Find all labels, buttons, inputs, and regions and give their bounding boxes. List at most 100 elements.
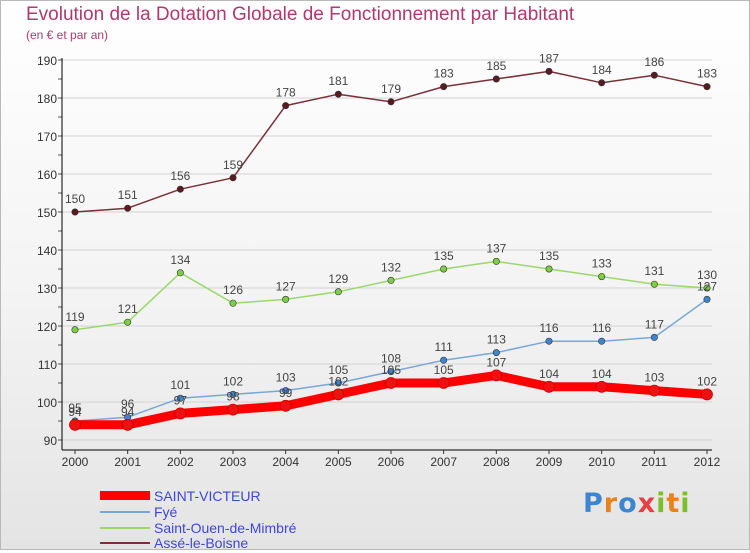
data-label-saint-ouen-de-mimbre-2009: 135 bbox=[539, 249, 559, 263]
x-tick-label-2002: 2002 bbox=[167, 455, 194, 469]
y-tick-label-150: 150 bbox=[37, 206, 57, 220]
x-tick-label-2011: 2011 bbox=[641, 455, 667, 469]
point-saint-victeur-2007 bbox=[437, 377, 450, 389]
point-fye-2011 bbox=[650, 333, 658, 341]
data-label-saint-victeur-2007: 105 bbox=[434, 363, 454, 377]
data-label-fye-2003: 102 bbox=[223, 374, 243, 388]
point-saint-ouen-de-mimbre-2008 bbox=[492, 257, 500, 265]
legend-label-saint-victeur: SAINT-VICTEUR bbox=[154, 488, 261, 504]
logo-letter: i bbox=[680, 488, 691, 519]
point-fye-2005 bbox=[334, 379, 342, 387]
data-label-saint-ouen-de-mimbre-2001: 121 bbox=[118, 302, 138, 316]
point-saint-victeur-2001 bbox=[121, 418, 134, 431]
x-tick-label-2012: 2012 bbox=[694, 455, 721, 469]
data-label-saint-ouen-de-mimbre-2011: 131 bbox=[644, 264, 664, 278]
point-asse-le-boisne-2003 bbox=[229, 174, 237, 182]
data-label-asse-le-boisne-2007: 183 bbox=[434, 67, 454, 81]
data-label-asse-le-boisne-2010: 184 bbox=[592, 63, 612, 77]
data-label-asse-le-boisne-2012: 183 bbox=[697, 67, 717, 81]
data-label-asse-le-boisne-2005: 181 bbox=[328, 74, 348, 88]
data-label-fye-2012: 127 bbox=[697, 279, 717, 293]
data-label-saint-victeur-2008: 107 bbox=[486, 355, 506, 369]
data-label-asse-le-boisne-2003: 159 bbox=[223, 158, 243, 172]
logo-letter: x bbox=[637, 488, 657, 519]
x-tick-label-2001: 2001 bbox=[114, 455, 141, 469]
point-saint-ouen-de-mimbre-2011 bbox=[650, 280, 658, 288]
point-fye-2008 bbox=[492, 349, 500, 357]
point-asse-le-boisne-2009 bbox=[545, 67, 553, 75]
proxiti-logo: Proxiti bbox=[583, 488, 691, 519]
legend-swatch-saint-victeur bbox=[100, 491, 150, 500]
data-label-fye-2001: 96 bbox=[121, 397, 135, 411]
data-label-asse-le-boisne-2011: 186 bbox=[644, 55, 664, 69]
x-tick-label-2003: 2003 bbox=[220, 455, 247, 469]
data-label-asse-le-boisne-2004: 178 bbox=[276, 86, 296, 100]
data-label-saint-ouen-de-mimbre-2005: 129 bbox=[328, 272, 348, 286]
point-fye-2010 bbox=[598, 337, 606, 345]
x-tick-label-2000: 2000 bbox=[62, 455, 89, 469]
data-label-asse-le-boisne-2009: 187 bbox=[539, 51, 559, 65]
point-asse-le-boisne-2001 bbox=[124, 204, 132, 212]
data-label-saint-victeur-2003: 98 bbox=[226, 390, 240, 404]
data-label-fye-2011: 117 bbox=[645, 317, 664, 331]
data-label-fye-2007: 111 bbox=[435, 340, 454, 354]
data-label-saint-ouen-de-mimbre-2006: 132 bbox=[381, 260, 401, 274]
y-tick-label-160: 160 bbox=[37, 168, 57, 182]
legend-label-fye: Fyé bbox=[154, 504, 178, 520]
x-tick-label-2005: 2005 bbox=[325, 455, 352, 469]
point-saint-victeur-2006 bbox=[385, 377, 397, 389]
point-saint-ouen-de-mimbre-2007 bbox=[440, 265, 448, 273]
data-label-fye-2009: 116 bbox=[539, 321, 558, 335]
y-tick-label-170: 170 bbox=[37, 130, 57, 144]
point-saint-victeur-2003 bbox=[227, 403, 239, 416]
point-fye-2007 bbox=[440, 356, 448, 364]
point-saint-victeur-2004 bbox=[279, 399, 292, 412]
point-asse-le-boisne-2002 bbox=[176, 185, 184, 193]
x-tick-label-2008: 2008 bbox=[483, 455, 510, 469]
point-asse-le-boisne-2006 bbox=[387, 98, 395, 106]
logo-letter: i bbox=[656, 488, 667, 519]
y-tick-label-180: 180 bbox=[37, 92, 57, 106]
point-fye-2012 bbox=[703, 295, 711, 303]
point-asse-le-boisne-2012 bbox=[703, 83, 711, 91]
data-label-saint-ouen-de-mimbre-2008: 137 bbox=[486, 241, 506, 255]
data-label-saint-victeur-2004: 99 bbox=[279, 386, 293, 400]
data-label-asse-le-boisne-2000: 150 bbox=[65, 192, 85, 206]
data-label-fye-2005: 105 bbox=[328, 363, 348, 377]
x-tick-label-2007: 2007 bbox=[430, 455, 457, 469]
point-saint-ouen-de-mimbre-2004 bbox=[282, 295, 290, 303]
point-saint-ouen-de-mimbre-2001 bbox=[124, 318, 132, 326]
data-label-saint-victeur-2010: 104 bbox=[592, 367, 612, 381]
point-saint-victeur-2010 bbox=[595, 380, 608, 393]
point-saint-victeur-2008 bbox=[490, 369, 503, 382]
data-label-saint-victeur-2012: 102 bbox=[697, 374, 717, 388]
data-label-asse-le-boisne-2002: 156 bbox=[170, 169, 190, 183]
legend-swatch-fye bbox=[100, 511, 150, 513]
data-label-fye-2004: 103 bbox=[276, 371, 296, 385]
point-saint-victeur-2011 bbox=[648, 384, 661, 397]
legend-label-asse-le-boisne: Assé-le-Boisne bbox=[154, 535, 249, 551]
point-asse-le-boisne-2000 bbox=[71, 208, 79, 216]
x-tick-label-2004: 2004 bbox=[272, 455, 299, 469]
point-saint-victeur-2012 bbox=[701, 388, 713, 401]
point-saint-ouen-de-mimbre-2002 bbox=[176, 269, 184, 277]
point-asse-le-boisne-2004 bbox=[282, 102, 290, 110]
point-saint-ouen-de-mimbre-2003 bbox=[229, 299, 237, 307]
y-tick-label-130: 130 bbox=[37, 282, 57, 296]
data-label-saint-victeur-2000: 94 bbox=[68, 405, 82, 419]
data-label-fye-2010: 116 bbox=[592, 321, 611, 335]
data-label-saint-ouen-de-mimbre-2007: 135 bbox=[434, 249, 454, 263]
point-fye-2006 bbox=[387, 368, 395, 376]
point-fye-2002 bbox=[176, 394, 184, 402]
data-label-saint-ouen-de-mimbre-2000: 119 bbox=[65, 310, 84, 324]
chart-title: Evolution de la Dotation Globale de Fonc… bbox=[26, 4, 575, 25]
point-saint-victeur-2000 bbox=[69, 418, 81, 431]
x-tick-label-2009: 2009 bbox=[536, 455, 563, 469]
point-asse-le-boisne-2005 bbox=[334, 90, 342, 98]
data-label-fye-2002: 101 bbox=[170, 378, 190, 392]
chart-subtitle: (en € et par an) bbox=[26, 28, 109, 42]
data-label-saint-victeur-2011: 103 bbox=[644, 371, 664, 385]
data-label-fye-2000: 95 bbox=[68, 401, 82, 415]
legend-swatch-saint-ouen bbox=[100, 527, 150, 529]
